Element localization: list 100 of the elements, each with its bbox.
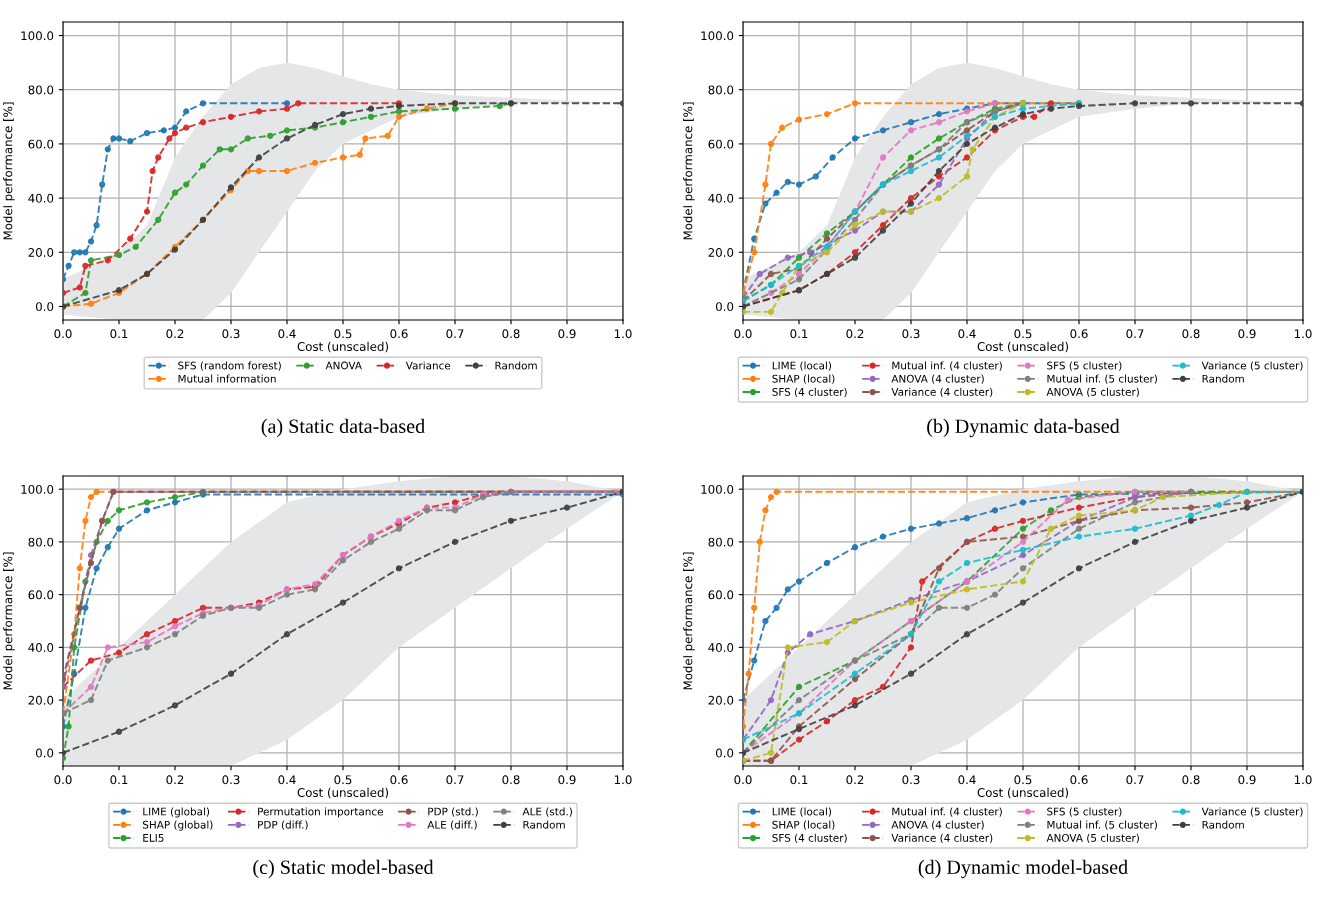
legend-label: SFS (4 cluster): [772, 833, 847, 844]
y-tick-label: 80.0: [708, 85, 734, 95]
x-tick-label: 1.0: [1294, 329, 1312, 339]
text: (b) Dynamic data-based: [927, 418, 1120, 438]
x-tick-label: 0.8: [1182, 775, 1200, 785]
y-tick-label: 100.0: [21, 484, 54, 494]
y-tick-label: 60.0: [28, 590, 54, 600]
x-tick-label: 0.0: [734, 329, 752, 339]
legend-label: ANOVA (4 cluster): [891, 374, 984, 384]
legend-label: Mutual inf. (4 cluster): [892, 807, 1002, 817]
y-tick-label: 40.0: [28, 643, 54, 653]
legend-label: ANOVA (5 cluster): [1046, 833, 1139, 844]
x-tick-label: 0.5: [334, 329, 352, 339]
legend-label: PDP (diff.): [258, 820, 308, 830]
x-tick-label: 0.1: [790, 775, 808, 785]
y-tick-label: 0.0: [35, 748, 54, 758]
y-tick-label: 40.0: [708, 193, 734, 203]
x-tick-label: 0.6: [1070, 329, 1088, 339]
legend-label: ELI5: [143, 834, 164, 842]
legend-label: ANOVA: [325, 361, 362, 370]
legend-label: ANOVA (5 cluster): [1046, 387, 1139, 398]
legend-label: Variance: [405, 361, 451, 370]
x-tick-label: 1.0: [614, 775, 632, 785]
x-tick-label: 0.7: [1126, 775, 1144, 785]
legend-label: Random: [523, 820, 565, 829]
x-tick-label: 0.9: [1238, 775, 1256, 785]
y-tick-label: 20.0: [28, 695, 54, 705]
y-tick-label: 80.0: [708, 537, 734, 547]
y-axis-title: Model performance [%]: [683, 552, 695, 690]
y-tick-label: 20.0: [708, 695, 734, 705]
x-tick-label: 0.5: [334, 775, 352, 785]
x-tick-label: 0.0: [734, 775, 752, 785]
legend-label: Mutual inf. (4 cluster): [892, 361, 1002, 371]
y-tick-label: 20.0: [708, 248, 734, 257]
legend-label: LIME (local): [772, 361, 832, 371]
x-tick-label: 0.7: [446, 775, 464, 785]
text: (d) Dynamic model-based: [918, 859, 1128, 879]
x-tick-label: 0.9: [558, 775, 576, 785]
x-axis-title: Cost (unscaled): [297, 787, 389, 799]
y-axis-title: Model performance [%]: [3, 552, 15, 690]
y-tick-label: 80.0: [28, 85, 54, 95]
legend-label: SFS (5 cluster): [1047, 361, 1122, 371]
x-tick-label: 0.9: [558, 329, 576, 339]
legend-label: SHAP (local): [772, 374, 835, 384]
x-tick-label: 0.3: [222, 775, 240, 785]
legend-label: Permutation importance: [258, 807, 383, 818]
x-tick-label: 0.8: [1182, 329, 1200, 339]
y-axis-title: Model performance [%]: [683, 102, 695, 240]
legend-label: LIME (local): [772, 807, 832, 817]
y-tick-label: 60.0: [708, 139, 734, 149]
x-axis-title: Cost (unscaled): [297, 341, 389, 353]
y-tick-label: 0.0: [715, 302, 734, 312]
x-tick-label: 0.2: [846, 329, 864, 339]
legend-label: Mutual inf. (5 cluster): [1047, 374, 1157, 384]
x-tick-label: 0.9: [1238, 329, 1256, 339]
legend-label: SFS (4 cluster): [772, 387, 847, 398]
legend-label: Random: [1202, 374, 1244, 383]
x-tick-label: 0.3: [902, 329, 920, 339]
legend-label: Random: [1202, 820, 1244, 829]
legend-label: SHAP (local): [772, 820, 835, 830]
x-tick-label: 0.6: [390, 775, 408, 785]
legend-label: Variance (5 cluster): [1201, 807, 1303, 817]
x-tick-label: 0.2: [166, 775, 184, 785]
y-tick-label: 40.0: [28, 193, 54, 203]
x-axis-title: Cost (unscaled): [977, 787, 1069, 799]
x-tick-label: 0.4: [278, 775, 296, 785]
legend-label: PDP (std.): [428, 807, 478, 817]
x-tick-label: 0.7: [1126, 329, 1144, 339]
x-tick-label: 0.1: [110, 329, 128, 339]
x-tick-label: 0.0: [54, 775, 72, 785]
x-tick-label: 0.5: [1014, 775, 1032, 785]
x-tick-label: 0.6: [1070, 775, 1088, 785]
y-tick-label: 20.0: [28, 248, 54, 257]
legend-label: LIME (global): [143, 807, 210, 818]
x-axis-title: Cost (unscaled): [977, 341, 1069, 353]
y-tick-label: 80.0: [28, 537, 54, 547]
x-tick-label: 0.5: [1014, 329, 1032, 339]
x-tick-label: 0.8: [502, 775, 520, 785]
legend-label: SFS (5 cluster): [1047, 807, 1122, 817]
x-tick-label: 1.0: [614, 329, 632, 339]
x-tick-label: 0.4: [958, 775, 976, 785]
legend-label: ANOVA (4 cluster): [891, 820, 984, 830]
legend-label: SFS (random forest): [178, 361, 281, 371]
legend-label: Random: [495, 361, 537, 370]
y-tick-label: 0.0: [715, 748, 734, 758]
legend-label: SHAP (global): [142, 820, 213, 831]
x-tick-label: 0.6: [390, 329, 408, 339]
x-tick-label: 0.8: [502, 329, 520, 339]
x-tick-label: 0.3: [222, 329, 240, 339]
y-tick-label: 100.0: [701, 484, 734, 494]
x-tick-label: 0.0: [54, 329, 72, 339]
legend-label: Variance (4 cluster): [891, 833, 993, 844]
legend-label: Variance (4 cluster): [891, 387, 993, 398]
x-tick-label: 0.2: [846, 775, 864, 785]
legend-label: Mutual information: [178, 374, 276, 383]
y-tick-label: 60.0: [708, 590, 734, 600]
x-tick-label: 0.1: [110, 775, 128, 785]
y-axis-title: Model performance [%]: [3, 102, 15, 240]
legend-label: Mutual inf. (5 cluster): [1047, 820, 1157, 830]
text: (c) Static model-based: [253, 859, 434, 879]
